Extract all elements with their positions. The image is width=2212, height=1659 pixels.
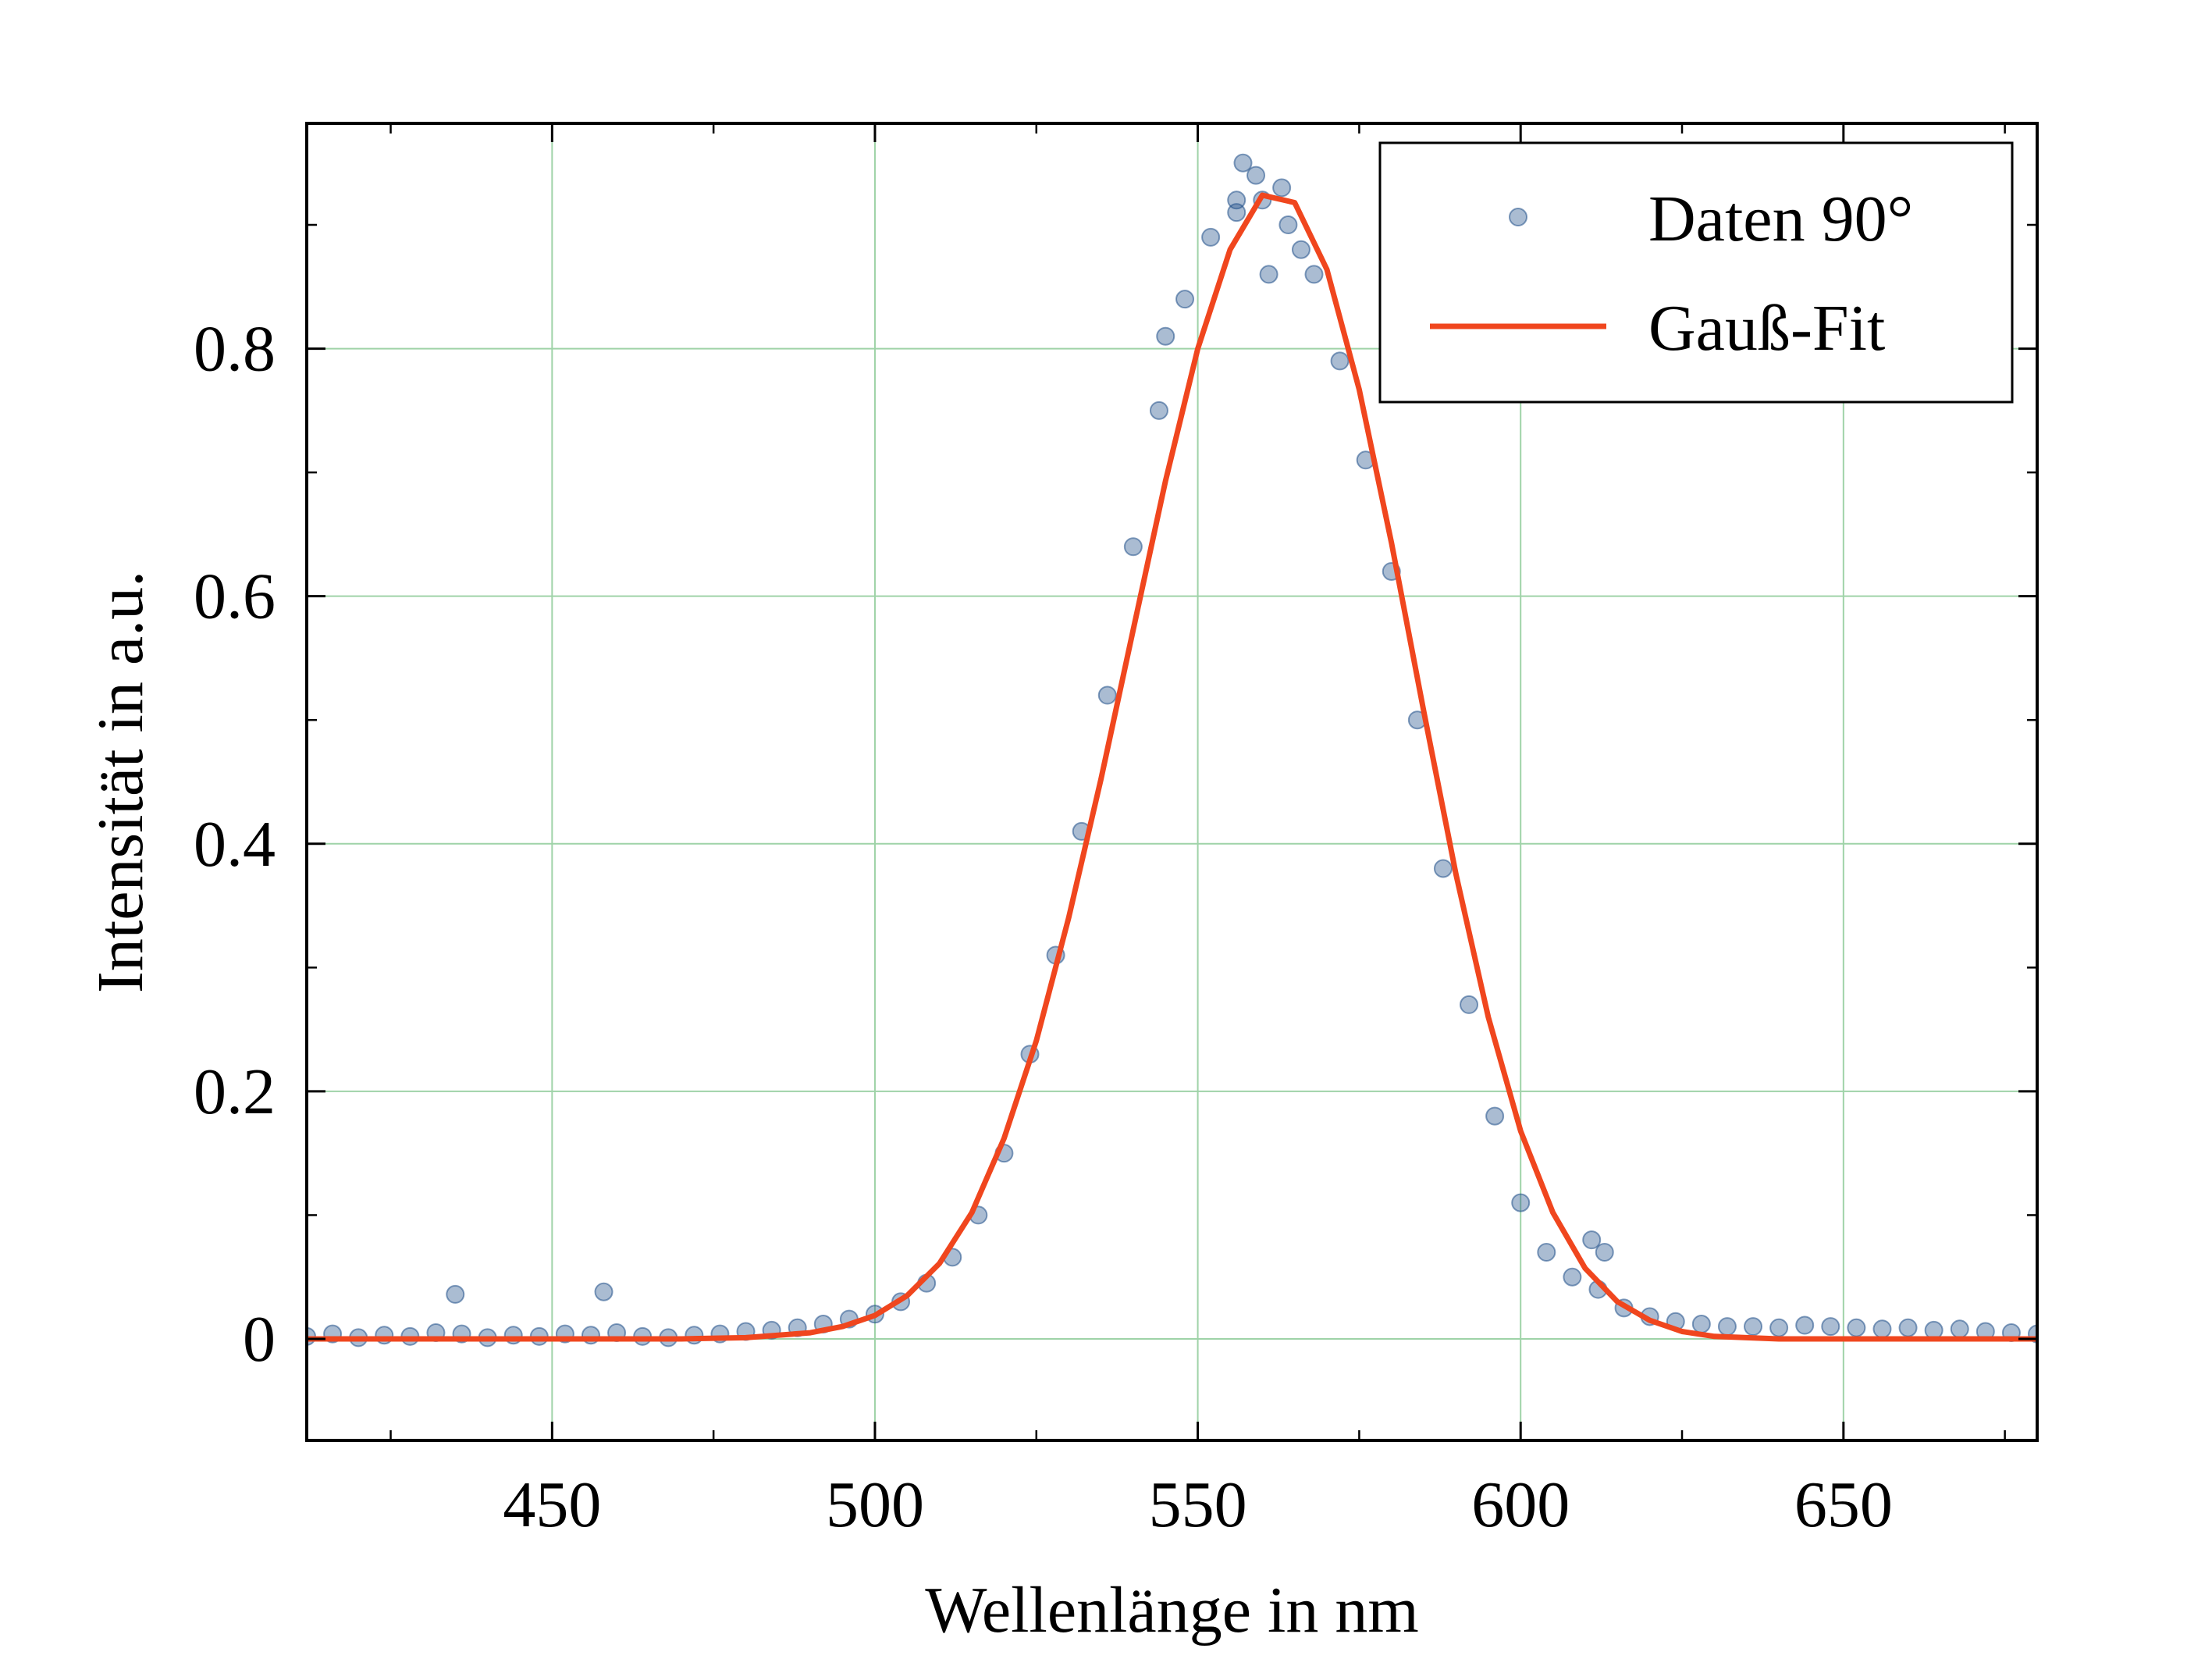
- y-tick-label: 0.2: [194, 1056, 276, 1128]
- data-point: [1872, 1319, 1892, 1339]
- data-point: [1175, 290, 1195, 309]
- data-point: [1537, 1243, 1556, 1262]
- x-tick-label: 450: [503, 1469, 601, 1541]
- fit-line: [307, 192, 2037, 1342]
- data-point: [1156, 326, 1175, 346]
- data-point: [1291, 240, 1310, 259]
- data-point: [1227, 190, 1246, 210]
- y-tick-label: 0.8: [194, 313, 276, 386]
- data-point: [1097, 685, 1117, 705]
- legend-label-daten: Daten 90°: [1648, 183, 1913, 255]
- legend: Daten 90° Gauß-Fit: [1378, 141, 2014, 404]
- data-point: [1950, 1319, 1969, 1339]
- data-point: [1595, 1243, 1614, 1262]
- data-point: [1246, 166, 1266, 185]
- x-tick-label: 550: [1149, 1469, 1247, 1541]
- data-point: [1272, 178, 1292, 198]
- data-point: [1898, 1318, 1918, 1337]
- y-tick-label: 0.6: [194, 561, 276, 633]
- x-tick-label: 500: [826, 1469, 924, 1541]
- data-point: [1123, 537, 1143, 557]
- data-point: [1795, 1315, 1815, 1335]
- data-point: [1769, 1318, 1789, 1337]
- data-point: [1821, 1317, 1840, 1337]
- legend-box: [1378, 141, 2014, 404]
- data-point: [1717, 1317, 1737, 1337]
- data-point: [1460, 995, 1479, 1014]
- data-point: [594, 1282, 613, 1301]
- data-point: [1847, 1318, 1866, 1337]
- data-point: [1149, 401, 1168, 420]
- data-point: [1330, 351, 1350, 371]
- data-point: [1201, 227, 1221, 247]
- data-point: [1304, 265, 1324, 284]
- y-axis-label: Intensität in a.u.: [84, 571, 157, 993]
- data-point: [1563, 1267, 1582, 1287]
- legend-label-gauss-fit: Gauß-Fit: [1648, 292, 1885, 365]
- data-point: [1744, 1317, 1763, 1337]
- data-point: [1582, 1230, 1602, 1250]
- plot-frame: [305, 122, 2039, 1442]
- x-tick-label: 650: [1794, 1469, 1893, 1541]
- data-point: [446, 1284, 465, 1304]
- data-point: [1691, 1314, 1711, 1333]
- tick-layer: 450 500 550 600 650 0 0.2 0.4 0.6 0.8: [194, 123, 2037, 1541]
- y-tick-label: 0: [243, 1303, 276, 1376]
- data-point: [1278, 215, 1298, 235]
- x-tick-label: 600: [1471, 1469, 1570, 1541]
- y-tick-label: 0.4: [194, 808, 276, 881]
- data-point: [1485, 1106, 1505, 1126]
- data-point: [1511, 1193, 1531, 1212]
- data-point: [1259, 265, 1278, 284]
- x-axis-label: Wellenlänge in nm: [925, 1574, 1418, 1647]
- legend-marker-daten: [1509, 208, 1527, 226]
- series-layer: [307, 153, 2037, 1347]
- data-point: [1233, 153, 1253, 173]
- data-point: [1433, 859, 1453, 878]
